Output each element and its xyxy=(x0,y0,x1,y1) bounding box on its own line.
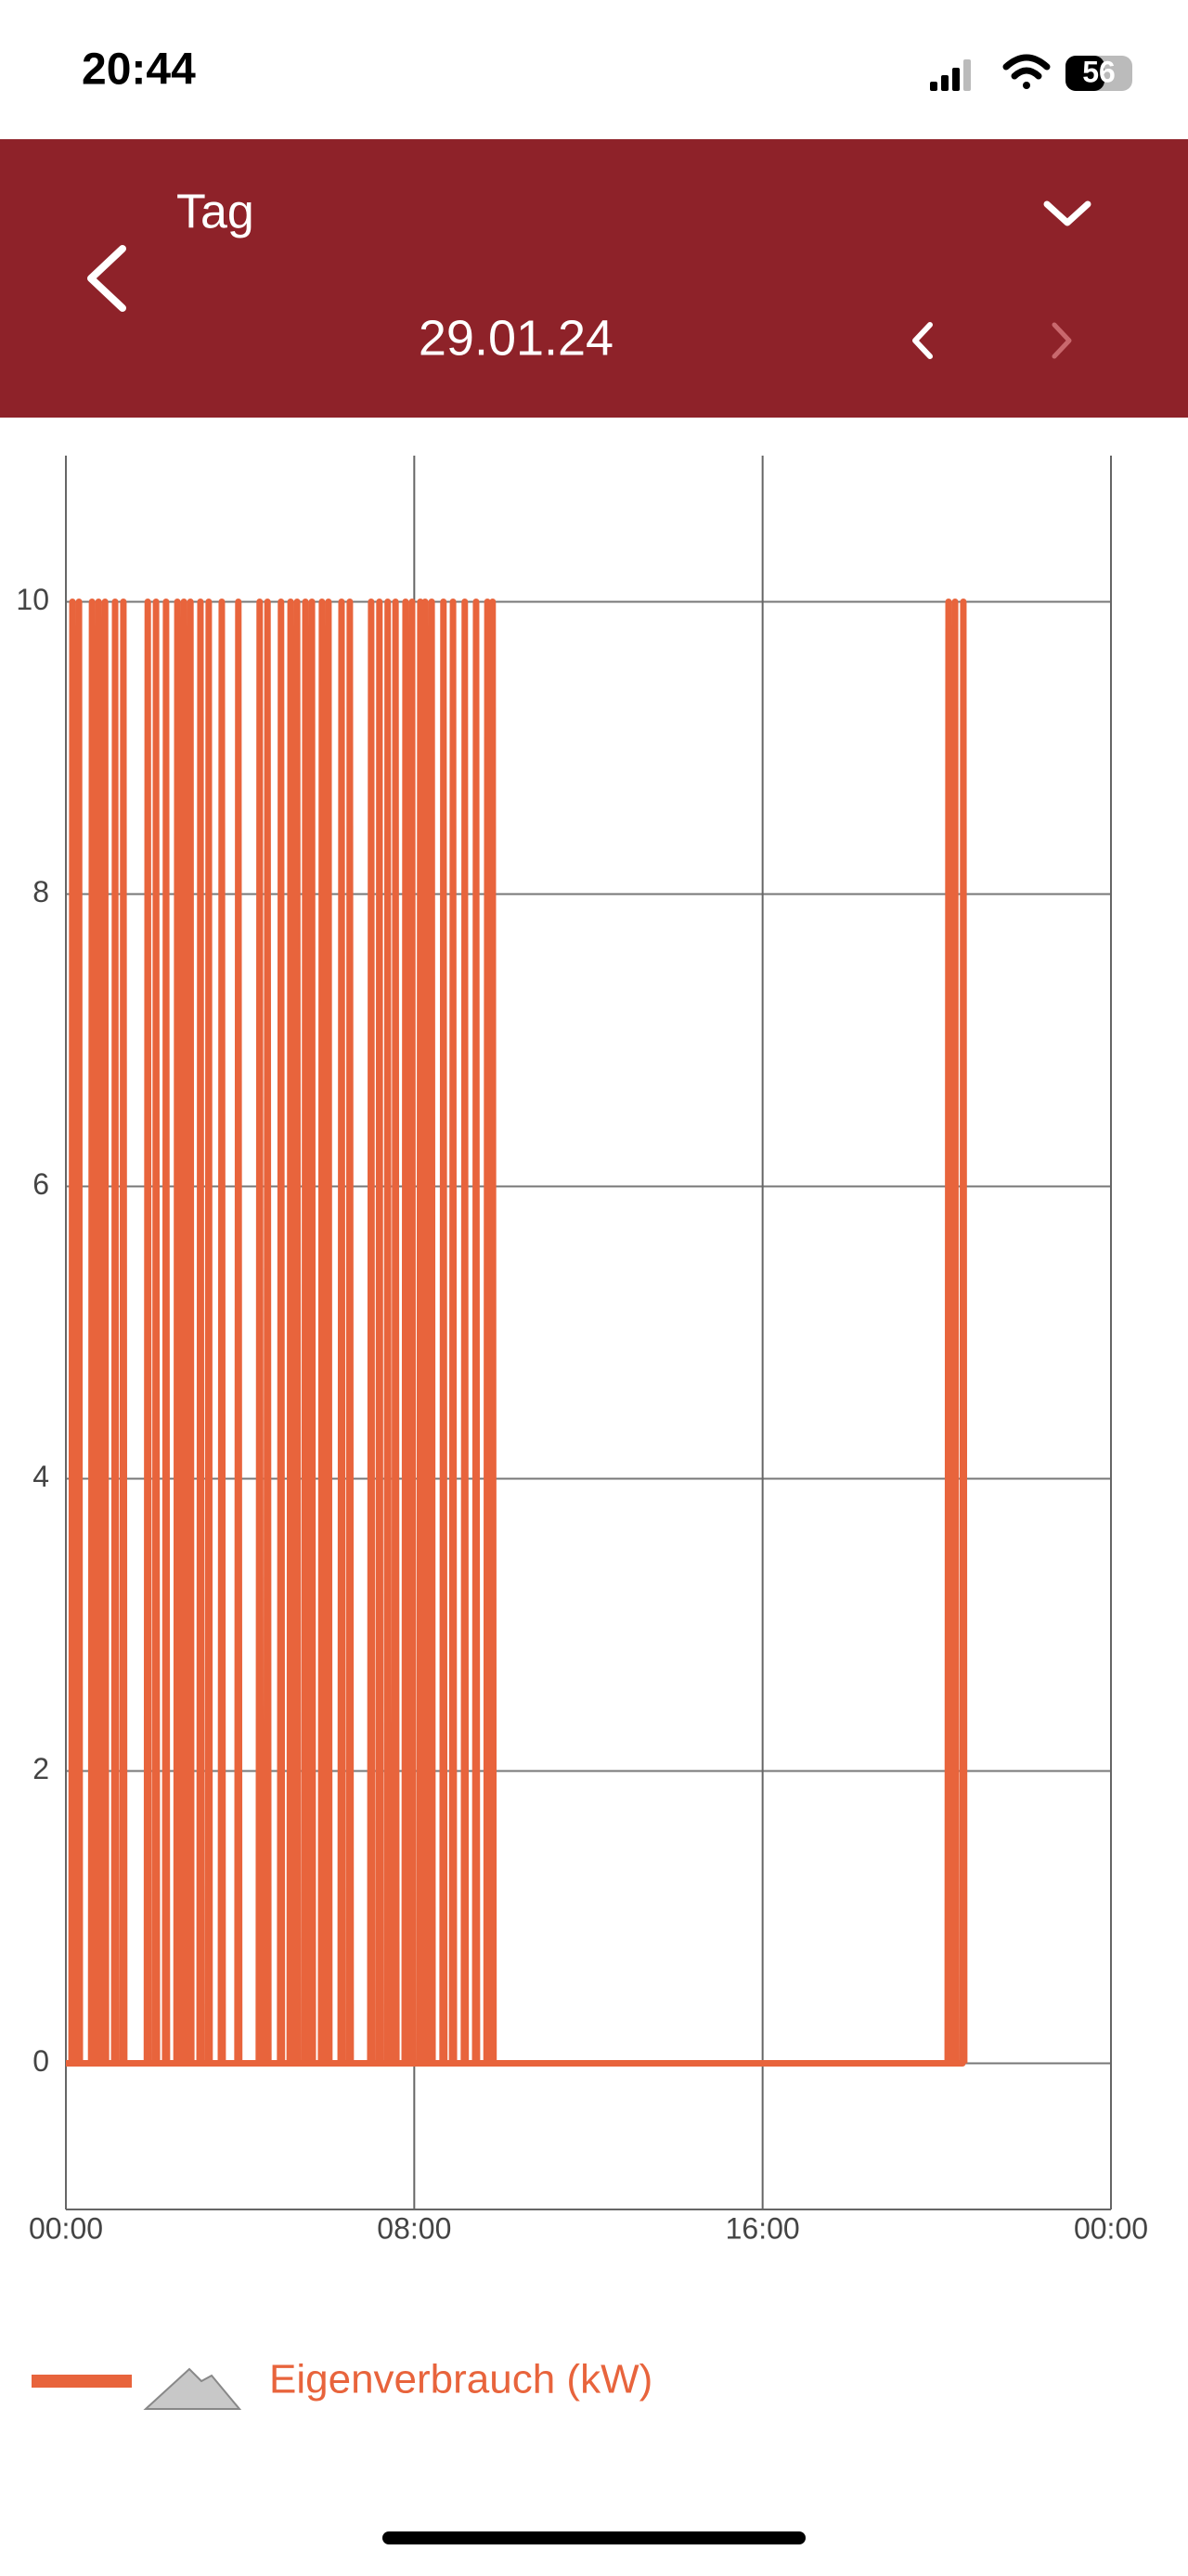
date-label: 29.01.24 xyxy=(419,310,613,366)
dropdown-button[interactable] xyxy=(1043,200,1091,226)
y-tick-label: 2 xyxy=(32,1752,49,1785)
battery-text: 56 xyxy=(1082,55,1116,88)
legend-label[interactable]: Eigenverbrauch (kW) xyxy=(269,2357,652,2402)
y-tick-label: 6 xyxy=(32,1167,49,1201)
legend-line-swatch xyxy=(32,2375,132,2388)
header-bar xyxy=(0,139,1188,418)
plot-area xyxy=(66,599,968,2067)
next-date-button[interactable] xyxy=(1052,322,1072,359)
chart: 0 2 4 6 8 10 00:00 08:00 16:00 00:00 xyxy=(16,456,1148,2245)
home-indicator xyxy=(382,2531,806,2544)
x-tick-label: 16:00 xyxy=(726,2211,800,2245)
y-tick-label: 0 xyxy=(32,2044,49,2078)
y-tick-label: 8 xyxy=(32,875,49,908)
back-button[interactable] xyxy=(87,245,126,312)
status-time: 20:44 xyxy=(82,45,196,95)
x-tick-label: 00:00 xyxy=(29,2211,103,2245)
signal-icon xyxy=(930,59,971,91)
y-tick-label: 4 xyxy=(32,1460,49,1493)
prev-date-button[interactable] xyxy=(912,322,933,359)
y-tick-label: 10 xyxy=(16,583,49,616)
wifi-icon xyxy=(1002,54,1051,89)
legend-area-icon xyxy=(143,2367,242,2410)
data-line xyxy=(66,599,968,2067)
status-bar xyxy=(0,0,1188,139)
x-tick-label: 00:00 xyxy=(1074,2211,1148,2245)
battery-level xyxy=(1065,56,1104,91)
period-title[interactable]: Tag xyxy=(176,186,254,239)
x-tick-label: 08:00 xyxy=(377,2211,451,2245)
